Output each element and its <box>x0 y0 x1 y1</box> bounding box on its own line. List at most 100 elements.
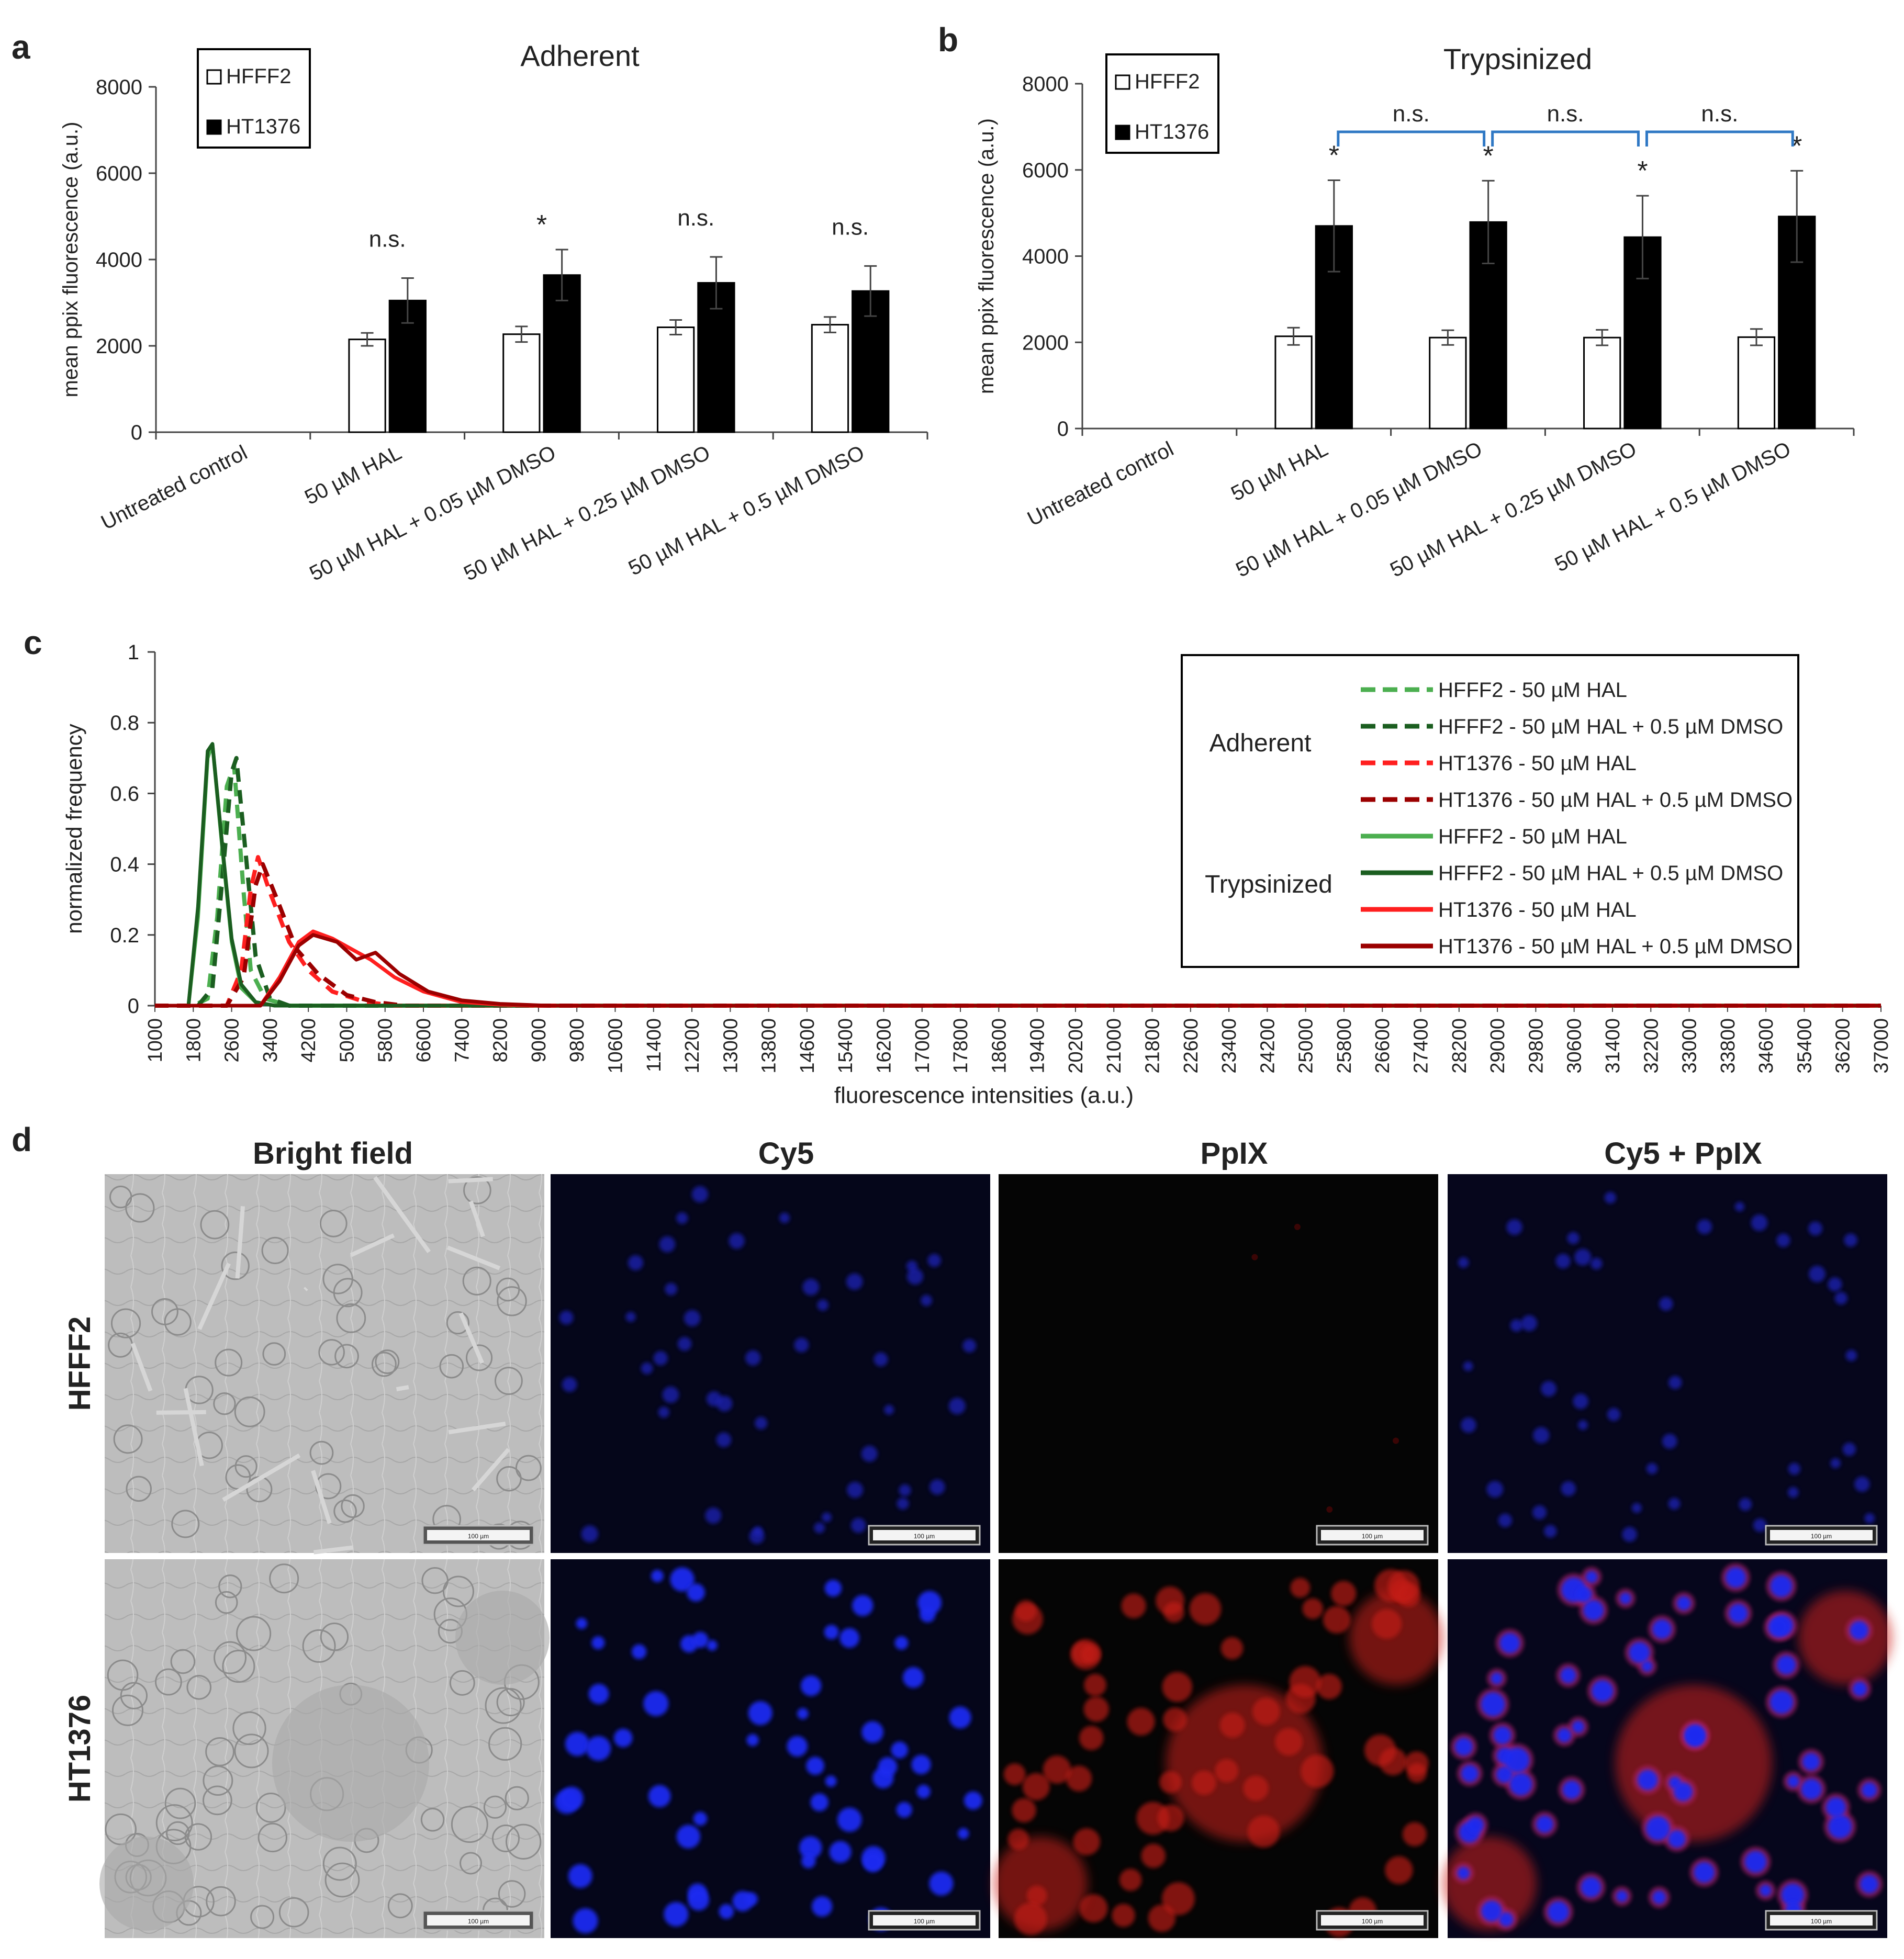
nucleus <box>1572 1720 1584 1733</box>
micrograph-hfff2-3: 100 µm <box>1448 1174 1887 1553</box>
nucleus <box>1461 1417 1476 1433</box>
nucleus <box>837 1807 862 1832</box>
ppix-signal <box>1290 1578 1311 1598</box>
cell-outline <box>449 1670 475 1696</box>
cell-outline <box>126 1476 152 1502</box>
nucleus <box>787 1736 808 1757</box>
nucleus <box>1463 1361 1473 1371</box>
nucleus <box>1770 1575 1793 1597</box>
nucleus <box>1498 1513 1512 1527</box>
nucleus <box>1631 1503 1642 1513</box>
nucleus <box>927 1254 941 1267</box>
fibroblast-outline <box>156 1410 206 1415</box>
nucleus <box>929 1479 945 1495</box>
fibroblast-outline <box>468 1200 485 1237</box>
chart-trypsinized: Trypsinized mean ppix fluorescence (a.u.)… <box>975 42 1855 582</box>
x-tick-label: 13800 <box>758 1018 780 1074</box>
ppix-signal <box>1014 1902 1047 1935</box>
fibroblast-outline <box>313 1545 354 1555</box>
nucleus <box>1457 1867 1470 1879</box>
nucleus <box>916 1784 931 1799</box>
ppix-signal <box>1083 1696 1109 1722</box>
nucleus <box>897 1498 909 1510</box>
nucleus <box>1544 1525 1557 1538</box>
nucleus <box>1562 1781 1581 1799</box>
bar-hfff2-4 <box>811 324 849 433</box>
cell-outline <box>236 1616 272 1651</box>
cell-outline <box>164 1787 196 1819</box>
micrograph-hfff2-1: 100 µm <box>551 1174 990 1553</box>
nucleus <box>1801 1779 1822 1800</box>
ppix-signal <box>1163 1707 1188 1732</box>
nucleus <box>581 1525 598 1543</box>
nucleus <box>814 1522 825 1534</box>
cell-outline <box>203 1785 232 1816</box>
scale-bar-label: 100 µm <box>468 1918 489 1925</box>
cell-outline <box>250 1905 275 1929</box>
ppix-signal <box>1081 1645 1101 1664</box>
nucleus <box>1646 1463 1658 1474</box>
ppix-signal <box>1364 1734 1396 1766</box>
row-label: HT1376 <box>63 1695 97 1803</box>
x-tick-label: 23400 <box>1218 1018 1240 1074</box>
cell-outline <box>371 1352 397 1377</box>
ppix-signal <box>1162 1672 1193 1702</box>
x-tick-label: 35400 <box>1794 1018 1816 1074</box>
nucleus <box>591 1636 605 1650</box>
significance-label: * <box>536 210 547 240</box>
x-tick-label: 20200 <box>1065 1018 1087 1074</box>
nucleus <box>1486 1481 1504 1498</box>
x-tick-label: 21000 <box>1103 1018 1125 1074</box>
x-tick-label: 17000 <box>912 1018 934 1074</box>
nucleus <box>1802 1753 1820 1771</box>
bar-hfff2-3 <box>657 326 695 433</box>
y-tick-label: 8000 <box>96 76 142 99</box>
ppix-cluster <box>1349 1591 1443 1685</box>
nucleus <box>729 1233 745 1249</box>
significance-label: n.s. <box>677 205 714 231</box>
cell-outline <box>222 1650 255 1683</box>
cell-outline <box>439 1354 464 1379</box>
fibroblast-outline <box>222 1453 301 1502</box>
fibroblast-outline <box>304 1287 308 1291</box>
nucleus <box>691 1186 709 1203</box>
nucleus <box>799 1836 822 1859</box>
nucleus <box>1533 1427 1550 1444</box>
nucleus <box>1555 1254 1571 1269</box>
legend-label-ht1376: HT1376 <box>1135 120 1209 143</box>
nucleus <box>648 1785 671 1808</box>
nucleus <box>1729 1604 1748 1623</box>
nucleus <box>1532 1505 1547 1519</box>
nucleus <box>817 1299 829 1311</box>
fibroblast-outline <box>458 1312 484 1364</box>
fibroblast-outline <box>446 1245 501 1270</box>
y-tick-label: 0 <box>131 421 142 444</box>
x-tick-label: 4200 <box>298 1018 320 1063</box>
legend-label-hfff2: HFFF2 <box>1135 70 1200 93</box>
ppix-signal <box>1159 1771 1182 1794</box>
x-tick-label: 2600 <box>221 1018 243 1063</box>
y-tick-label: 8000 <box>1022 73 1069 96</box>
nucleus <box>863 1852 883 1872</box>
micrograph-ht1376-3: 100 µm <box>1442 1559 1892 1938</box>
cell-cluster <box>455 1591 550 1685</box>
ppix-signal <box>1141 1843 1166 1868</box>
x-tick-label: 5800 <box>375 1018 397 1063</box>
y-tick-label: 0 <box>1057 418 1069 441</box>
nucleus <box>1521 1315 1538 1332</box>
ppix-cluster <box>1442 1837 1537 1931</box>
nucleus <box>1616 1890 1628 1902</box>
nucleus <box>1826 1797 1846 1817</box>
x-tick-label: 10600 <box>604 1018 626 1074</box>
significance-label: n.s. <box>369 226 406 252</box>
x-tick-label: 14600 <box>797 1018 819 1074</box>
x-tick-label: 3400 <box>260 1018 282 1063</box>
nucleus <box>802 1279 820 1296</box>
nucleus <box>850 1518 866 1533</box>
nucleus <box>1739 1498 1752 1511</box>
cell-outline <box>341 1494 365 1518</box>
cell-outline <box>113 1424 143 1454</box>
ppix-signal <box>1326 1506 1333 1513</box>
nucleus <box>641 1362 653 1375</box>
micrograph-hfff2-2: 100 µm <box>999 1174 1438 1553</box>
